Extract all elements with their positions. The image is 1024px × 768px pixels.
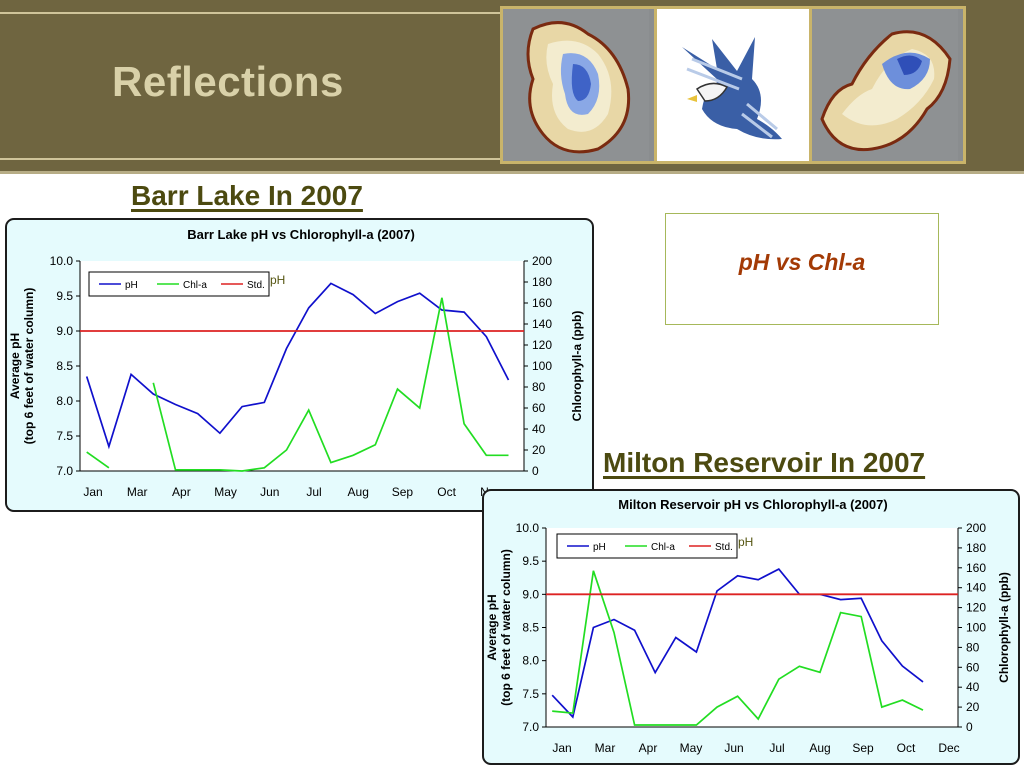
barr-legend-std-label: Std. [247,280,265,291]
barr-y2-tick-label: 140 [532,317,552,331]
barr-legend-chla-label: Chl-a [183,280,207,291]
milton-y-tick-label: 8.0 [522,654,539,668]
milton-legend-ph-label: pH [593,542,606,553]
barr-y-tick-label: 9.0 [56,324,73,338]
milton-x-tick-label: Mar [595,741,616,755]
barr-x-tick-label: Jan [83,485,102,499]
milton-plot-area [546,528,958,727]
barr-legend-ph-label: pH [125,280,138,291]
barr-series-chla-line [86,297,509,472]
barr-x-tick-label: Mar [127,485,148,499]
slide-header: Reflections [0,0,1024,174]
barr-y-axis-label: Average pH [8,333,22,399]
milton-y-tick-label: 9.5 [522,554,539,568]
milton-y2-tick-label: 80 [966,640,980,654]
milton-x-tick-label: May [680,741,703,755]
milton-x-tick-label: Oct [897,741,916,755]
barr-lake-chart: Barr Lake pH vs Chlorophyll-a (2007) 10.0… [5,218,594,512]
eagle-logo-image [657,9,809,161]
barr-y-tick-label: 8.0 [56,394,73,408]
barr-x-tick-label: Sep [392,485,414,499]
milton-x-tick-label: Jul [769,741,784,755]
milton-y-axis-label: Average pH [485,594,499,660]
barr-lake-chart-svg: Barr Lake pH vs Chlorophyll-a (2007) 10.0… [8,227,584,499]
header-image-strip [500,6,966,164]
milton-y-axis-label-2: (top 6 feet of water column) [499,549,513,706]
barr-y2-axis-label: Chlorophyll-a (ppb) [570,311,584,422]
reservoir-contour-map-image [811,9,963,161]
milton-series-ph-line [551,568,924,719]
milton-legend-ph-extra: pH [738,535,753,549]
barr-y2-tick-label: 0 [532,464,539,478]
barr-x-tick-label: Aug [348,485,369,499]
barr-lake-section-title: Barr Lake In 2007 [131,180,363,211]
barr-x-tick-label: May [214,485,237,499]
milton-x-tick-label: Apr [639,741,658,755]
barr-y2-tick-label: 40 [532,422,546,436]
barr-y2-tick-label: 20 [532,443,546,457]
barr-y-tick-label: 8.5 [56,359,73,373]
barr-y2-tick-label: 60 [532,401,546,415]
barr-x-tick-label: Jun [260,485,279,499]
milton-x-tick-label: Dec [938,741,959,755]
milton-y2-tick-label: 20 [966,700,980,714]
milton-reservoir-chart: Milton Reservoir pH vs Chlorophyll-a (20… [482,489,1020,765]
milton-y-tick-label: 7.5 [522,687,539,701]
barr-y2-tick-label: 180 [532,275,552,289]
milton-x-tick-label: Aug [809,741,830,755]
milton-y-tick-label: 8.5 [522,621,539,635]
milton-y2-tick-label: 200 [966,521,986,535]
milton-y2-tick-label: 100 [966,621,986,635]
barr-y2-tick-label: 160 [532,296,552,310]
header-divider-bottom [0,158,500,160]
milton-y2-tick-label: 40 [966,680,980,694]
barr-y-tick-label: 7.0 [56,464,73,478]
header-divider-top [0,12,500,14]
barr-y-tick-label: 10.0 [50,254,74,268]
milton-y-tick-label: 10.0 [516,521,540,535]
milton-chart-title: Milton Reservoir pH vs Chlorophyll-a (20… [618,497,887,512]
milton-y2-tick-label: 180 [966,541,986,555]
barr-y2-tick-label: 80 [532,380,546,394]
callout-box: pH vs Chl-a [665,213,939,325]
milton-legend-std-label: Std. [715,542,733,553]
milton-y2-tick-label: 60 [966,660,980,674]
barr-y2-tick-label: 120 [532,338,552,352]
milton-reservoir-chart-svg: Milton Reservoir pH vs Chlorophyll-a (20… [485,497,1011,755]
milton-y-tick-label: 9.0 [522,587,539,601]
milton-y2-tick-label: 0 [966,720,973,734]
milton-x-tick-label: Jun [724,741,743,755]
lake-contour-map-image [503,9,655,161]
barr-y-axis-label-2: (top 6 feet of water column) [22,288,36,445]
milton-x-tick-label: Jan [552,741,571,755]
barr-y-tick-label: 9.5 [56,289,73,303]
barr-x-tick-label: Jul [306,485,321,499]
barr-x-tick-label: Oct [437,485,456,499]
barr-legend-ph-extra: pH [270,273,285,287]
barr-x-tick-label: Apr [172,485,191,499]
milton-y2-axis-label: Chlorophyll-a (ppb) [997,572,1011,683]
milton-y-tick-label: 7.0 [522,720,539,734]
callout-text: pH vs Chl-a [738,248,866,275]
barr-y2-tick-label: 100 [532,359,552,373]
milton-x-tick-label: Sep [852,741,874,755]
milton-y2-tick-label: 140 [966,581,986,595]
milton-series-chla-line [552,570,924,726]
barr-chart-title: Barr Lake pH vs Chlorophyll-a (2007) [187,227,415,242]
barr-y2-tick-label: 200 [532,254,552,268]
barr-y-tick-label: 7.5 [56,429,73,443]
milton-y2-tick-label: 120 [966,601,986,615]
milton-legend-chla-label: Chl-a [651,542,675,553]
slide-title: Reflections [112,58,344,105]
milton-y2-tick-label: 160 [966,561,986,575]
milton-reservoir-section-title: Milton Reservoir In 2007 [603,447,926,478]
